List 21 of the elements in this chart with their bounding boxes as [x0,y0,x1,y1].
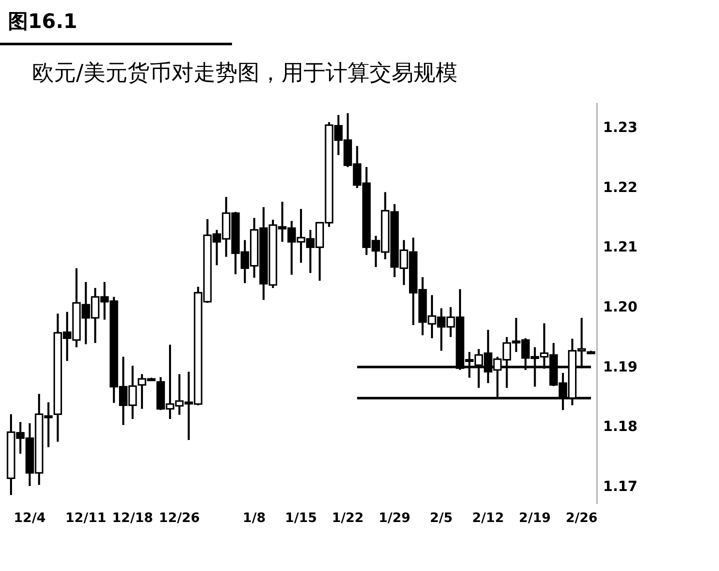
x-tick-label: 1/15 [285,511,317,526]
title: 图16.1 [8,9,78,33]
subtitle: 欧元/美元货币对走势图，用于计算交易规模 [32,61,458,86]
x-tick-label: 2/5 [430,511,453,526]
y-tick-label: 1.22 [603,180,638,196]
y-tick-label: 1.18 [603,419,638,436]
x-tick-label: 1/29 [378,511,410,526]
y-tick-label: 1.17 [603,479,638,496]
x-tick-label: 1/22 [332,511,364,526]
x-tick-label: 2/26 [566,511,598,526]
y-tick-label: 1.20 [603,299,638,316]
x-tick-label: 12/4 [14,511,46,526]
y-tick-label: 1.23 [603,120,638,136]
x-tick-label: 1/8 [242,511,266,526]
y-tick-label: 1.21 [603,240,638,256]
x-tick-label: 2/12 [472,511,504,526]
x-tick-label: 12/26 [158,511,200,526]
x-tick-label: 12/11 [65,511,106,526]
x-tick-label: 12/18 [112,511,154,526]
x-tick-label: 2/19 [518,511,551,526]
y-tick-label: 1.19 [603,359,638,376]
